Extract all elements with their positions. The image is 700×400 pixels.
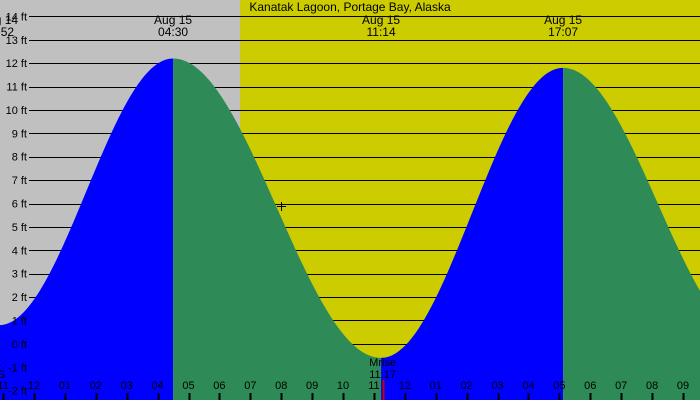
y-tick-label: 10 ft xyxy=(6,105,27,117)
y-tick-label: 3 ft xyxy=(12,269,27,281)
y-tick-label: -2 ft xyxy=(8,386,27,398)
rising-tide-area xyxy=(0,58,174,400)
x-tick-label: 07 xyxy=(244,380,256,392)
x-tick-label: 01 xyxy=(430,380,442,392)
extreme-date-label: Aug 14 xyxy=(0,13,18,27)
x-tick-label: 09 xyxy=(677,380,689,392)
x-tick-label: 08 xyxy=(275,380,287,392)
y-tick-label: 4 ft xyxy=(12,245,27,257)
x-tick-label: 09 xyxy=(306,380,318,392)
y-tick-label: 9 ft xyxy=(12,128,27,140)
x-tick-label: 08 xyxy=(646,380,658,392)
x-tick-label: 03 xyxy=(121,380,133,392)
extreme-date-label: Aug 15 xyxy=(362,13,400,27)
event-time-label: 11:17 xyxy=(369,369,396,381)
y-tick-label: 12 ft xyxy=(6,58,27,70)
y-tick-label: -1 ft xyxy=(8,362,27,374)
x-tick-label: 04 xyxy=(151,380,163,392)
event-label: t xyxy=(0,357,1,369)
y-tick-label: 13 ft xyxy=(6,35,27,47)
extreme-time-label: 04:30 xyxy=(158,25,188,39)
y-tick-label: 11 ft xyxy=(6,82,27,94)
extreme-time-label: 22:52 xyxy=(0,25,14,39)
y-tick-label: 8 ft xyxy=(12,152,27,164)
chart-title: Kanatak Lagoon, Portage Bay, Alaska xyxy=(249,0,451,14)
y-tick-label: 14 ft xyxy=(6,11,27,23)
x-axis: 11 12 01 02 03 04 05 06 07 08 09 10 11 12 01 02 03 04 05 06… xyxy=(0,380,689,400)
falling-tide-area xyxy=(173,58,382,400)
y-tick-label: 0 ft xyxy=(12,339,27,351)
x-tick-label: 06 xyxy=(213,380,225,392)
x-tick-label: 05 xyxy=(182,380,194,392)
crosshair-cursor-icon xyxy=(277,202,286,211)
event-label: Mrise xyxy=(369,357,396,369)
x-tick-label: 02 xyxy=(461,380,473,392)
extreme-date-label: Aug 15 xyxy=(544,13,582,27)
y-tick-label: 6 ft xyxy=(12,199,27,211)
x-tick-label: 12 xyxy=(399,380,411,392)
x-tick-label: 10 xyxy=(337,380,349,392)
x-tick-label: 03 xyxy=(491,380,503,392)
y-tick-label: 2 ft xyxy=(12,292,27,304)
tide-areas xyxy=(0,58,700,400)
y-tick-label: 5 ft xyxy=(12,222,27,234)
extreme-time-label: 17:07 xyxy=(548,25,578,39)
x-tick-label: 12 xyxy=(28,380,40,392)
x-tick-label: 05 xyxy=(553,380,565,392)
x-tick-label: 02 xyxy=(90,380,102,392)
x-tick-label: 06 xyxy=(584,380,596,392)
y-tick-label: 1 ft xyxy=(12,315,27,327)
event-time-label: S xyxy=(0,369,5,381)
extreme-date-label: Aug 15 xyxy=(154,13,192,27)
x-tick-label: 11 xyxy=(368,380,379,392)
extreme-time-label: 11:14 xyxy=(366,25,395,39)
y-axis-labels: -2 ft -1 ft 0 ft 1 ft 2 ft 3 ft 4 ft 5 ft 6 ft 7 … xyxy=(6,11,27,397)
x-tick-label: 04 xyxy=(522,380,534,392)
falling-tide-area xyxy=(563,67,700,400)
rising-tide-area xyxy=(381,67,564,400)
x-tick-label: 01 xyxy=(59,380,71,392)
x-tick-label: 11 xyxy=(0,380,9,392)
y-tick-label: 7 ft xyxy=(12,175,27,187)
x-tick-label: 07 xyxy=(615,380,627,392)
